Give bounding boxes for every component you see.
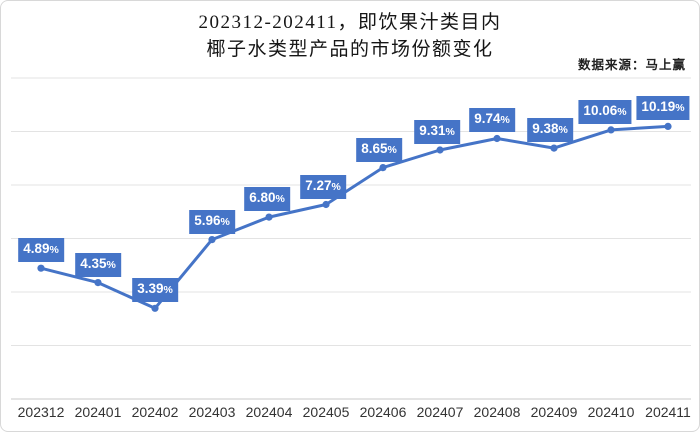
chart-title-line2: 椰子水类型产品的市场份额变化: [206, 39, 494, 60]
x-axis-label: 202402: [131, 404, 179, 420]
data-source-note: 数据来源：马上赢: [577, 58, 686, 72]
data-point-marker: [151, 304, 159, 312]
data-point-label: 6.80%: [244, 187, 290, 212]
data-point-marker: [379, 164, 387, 172]
x-axis-label: 202404: [245, 404, 293, 420]
data-point-label: 9.38%: [527, 118, 573, 143]
data-point-label: 9.74%: [469, 108, 515, 133]
data-point-marker: [37, 264, 45, 272]
data-point-label: 5.96%: [189, 209, 235, 234]
data-point-label: 8.65%: [356, 137, 402, 162]
x-axis-label: 202408: [473, 404, 521, 420]
chart-title: 202312-202411，即饮果汁类目内 椰子水类型产品的市场份额变化: [1, 9, 699, 63]
x-axis-label: 202406: [359, 404, 407, 420]
data-point-label: 9.31%: [414, 119, 460, 144]
x-axis-label: 202410: [587, 404, 635, 420]
x-axis-label: 202409: [530, 404, 578, 420]
data-point-marker: [265, 213, 273, 221]
data-point-label: 4.89%: [18, 238, 64, 263]
data-point-marker: [436, 146, 444, 154]
data-point-label: 3.39%: [132, 278, 178, 303]
x-axis-label: 202405: [302, 404, 350, 420]
x-axis-label: 202401: [74, 404, 122, 420]
x-axis-label: 202407: [416, 404, 464, 420]
data-point-marker: [322, 200, 330, 209]
x-axis-label: 202403: [188, 404, 236, 420]
data-point-label: 7.27%: [300, 174, 346, 199]
data-point-label: 10.19%: [636, 96, 690, 121]
data-point-marker: [550, 144, 558, 152]
data-point-marker: [94, 279, 102, 287]
chart-title-line1: 202312-202411，即饮果汁类目内: [198, 12, 502, 33]
data-point-marker: [493, 134, 501, 143]
line-series: [39, 124, 670, 310]
data-point-label: 10.06%: [578, 99, 632, 124]
x-axis-label: 202312: [17, 404, 65, 420]
x-axis-label: 202411: [645, 404, 691, 420]
data-point-marker: [664, 122, 672, 130]
data-point-marker: [607, 126, 615, 134]
data-point-label: 4.35%: [75, 252, 121, 277]
data-point-marker: [208, 236, 216, 244]
